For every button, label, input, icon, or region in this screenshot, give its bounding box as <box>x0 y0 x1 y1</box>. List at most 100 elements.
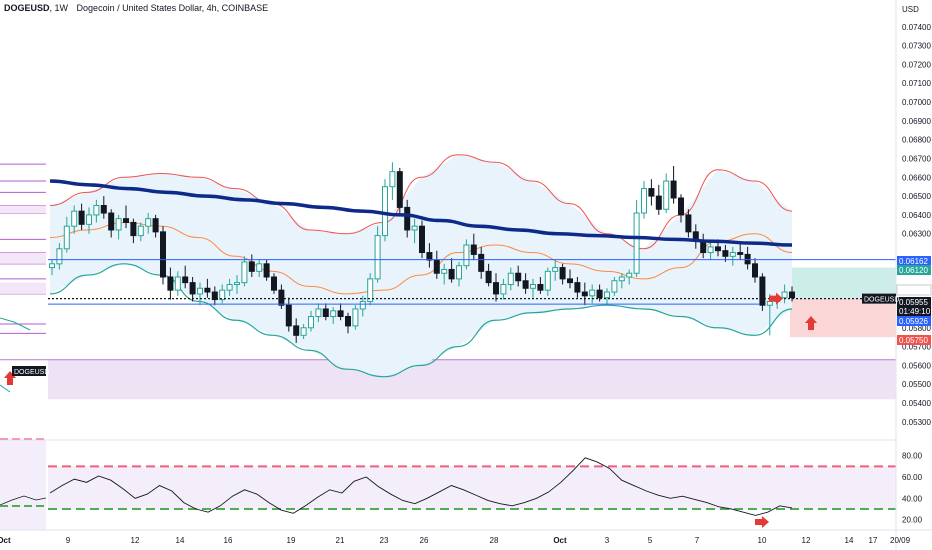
candle-body <box>145 218 152 227</box>
candle-body <box>404 206 411 231</box>
candle-body <box>315 308 322 317</box>
candle-body <box>515 272 522 282</box>
candle-body <box>49 263 55 269</box>
bollinger-fill <box>50 154 792 377</box>
candle-body <box>663 180 670 210</box>
timeframe-label: 4h <box>206 3 217 13</box>
candle-body <box>463 244 470 267</box>
price-tag-text: 0.05955 <box>899 298 928 307</box>
time-tick-label: 5 <box>648 536 653 545</box>
candle-body <box>322 308 329 317</box>
candle-body <box>293 325 300 336</box>
price-tick-label: 0.06300 <box>902 230 931 239</box>
candle-body <box>433 259 440 274</box>
candle-body <box>152 218 159 233</box>
time-axis[interactable]: Oct 9 12 14 16 19 21 23 26 28 Oct 3 5 7 10 12 14 17 20/09 <box>0 529 932 545</box>
price-tick-label: 0.06600 <box>902 173 931 182</box>
candle-body <box>56 248 63 265</box>
candle-body <box>100 205 107 214</box>
description-label: Dogecoin / United States Dollar <box>76 3 202 13</box>
candle-body <box>71 210 78 227</box>
price-tick-label: 0.06800 <box>902 136 931 145</box>
candle-body <box>308 315 314 329</box>
rsi-band-fill <box>48 466 896 509</box>
candle-body <box>234 282 240 286</box>
rsi-tick-label: 60.00 <box>902 473 923 482</box>
candle-body <box>589 289 596 297</box>
price-tag: 0.05960 <box>896 284 932 296</box>
price-tick-label: 0.07300 <box>902 42 931 51</box>
candle-body <box>130 221 137 237</box>
bollinger-upper <box>49 154 793 250</box>
candle-body <box>411 225 418 231</box>
left-rsi-line <box>0 495 47 506</box>
time-tick-label: 17 <box>869 536 878 545</box>
candle-body <box>574 282 581 293</box>
candle-body <box>567 278 573 284</box>
candle-body <box>63 225 70 250</box>
candle-body <box>367 278 374 302</box>
candle-body <box>182 276 189 284</box>
candle-body <box>500 284 507 295</box>
candle-body <box>596 289 603 299</box>
price-tag-text: 0.05960 <box>899 286 928 295</box>
buy-arrow-icon <box>769 292 783 305</box>
candle-body <box>493 282 499 295</box>
rsi-tick-label: 40.00 <box>902 494 923 503</box>
price-tag-text: 0.06162 <box>899 257 928 266</box>
candle-body <box>389 171 396 188</box>
current-symbol-badge: DOGEUSD <box>862 293 899 304</box>
candle-body <box>123 218 129 223</box>
candle-body <box>685 214 692 233</box>
candle-body <box>470 244 477 255</box>
price-axis[interactable]: USD 0.07400 0.07300 0.07200 0.07100 0.07000 0.… <box>895 0 931 550</box>
price-tag: 0.06120 <box>897 265 931 275</box>
candle-body <box>352 308 359 327</box>
time-tick-label: 12 <box>131 536 140 545</box>
candle-body <box>766 300 773 306</box>
price-tag-text: 0.06120 <box>899 266 928 275</box>
candle-body <box>374 235 381 280</box>
time-tick-label: Oct <box>553 536 567 545</box>
rsi-axis[interactable]: 80.00 60.00 40.00 20.00 <box>902 452 923 525</box>
time-tick-label: 20/09 <box>890 536 911 545</box>
left-badge-text: DOGEUSD <box>14 369 49 376</box>
price-tick-label: 0.06900 <box>902 117 931 126</box>
bollinger-lower <box>49 263 793 378</box>
support-zone <box>48 359 896 400</box>
candle-body <box>707 246 714 254</box>
stop-loss-zone <box>790 298 896 338</box>
candle-body <box>559 267 566 280</box>
price-tag-box <box>897 316 931 326</box>
price-tick-label: 0.06400 <box>902 211 931 220</box>
price-tick-label: 0.05500 <box>902 380 931 389</box>
price-tick-label: 0.06700 <box>902 154 931 163</box>
candle-body <box>115 218 122 231</box>
candle-body <box>737 252 744 255</box>
time-tick-label: 14 <box>845 536 854 545</box>
price-tick-label: 0.05800 <box>902 324 931 333</box>
candle-body <box>552 267 559 272</box>
price-tag-text: 0.05926 <box>899 317 928 326</box>
price-tick-label: 0.07100 <box>902 79 931 88</box>
time-tick-label: 3 <box>605 536 610 545</box>
candle-body <box>744 253 751 265</box>
candle-body <box>337 310 344 317</box>
candle-body <box>581 291 588 297</box>
current-symbol-box <box>862 293 896 304</box>
price-tag-box <box>897 265 931 275</box>
candle-body <box>715 246 721 252</box>
time-tick-label: 23 <box>380 536 389 545</box>
candle-body <box>137 225 144 237</box>
candle-body <box>530 284 536 289</box>
candle-body <box>160 231 166 278</box>
price-tag-box <box>897 297 931 307</box>
price-tag-text: 0.05750 <box>899 336 928 345</box>
left-zone <box>0 282 46 294</box>
candle-body <box>655 195 662 210</box>
candle-body <box>544 270 551 291</box>
candle-body <box>204 287 211 293</box>
candle-body <box>226 284 233 291</box>
current-symbol-text: DOGEUSD <box>864 297 899 304</box>
